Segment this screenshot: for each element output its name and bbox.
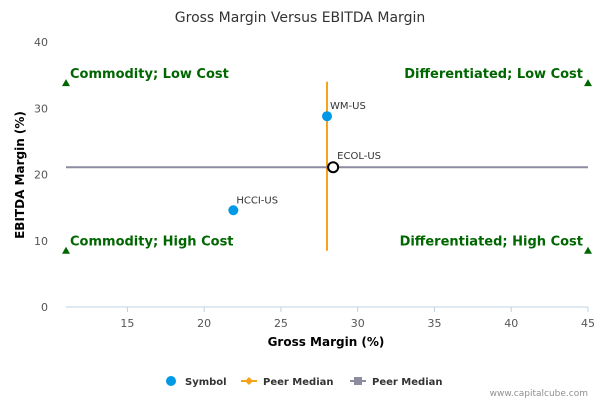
quadrant-label: Commodity; Low Cost — [70, 67, 229, 82]
y-tick-label: 0 — [41, 301, 48, 314]
legend-label: Symbol — [185, 377, 227, 388]
point-label: WM-US — [330, 101, 366, 112]
quadrant-label: Differentiated; High Cost — [400, 235, 583, 250]
x-tick-label: 40 — [504, 317, 518, 330]
quadrant-labels: Commodity; Low Cost Differentiated; Low C… — [62, 67, 592, 254]
median-lines — [66, 81, 588, 251]
quadrant-triangle-marker — [584, 79, 592, 87]
axes: 15 20 25 30 35 40 45 0 10 20 30 40 — [34, 36, 595, 330]
y-tick-label: 40 — [34, 36, 48, 49]
x-tick-label: 15 — [120, 317, 134, 330]
x-tick-label: 20 — [197, 317, 211, 330]
quadrant-triangle-marker — [62, 79, 70, 87]
y-ticks: 0 10 20 30 40 — [34, 36, 48, 314]
y-axis-title: EBITDA Margin (%) — [13, 111, 27, 239]
y-tick-label: 20 — [34, 169, 48, 182]
x-tick-label: 25 — [274, 317, 288, 330]
quadrant-label: Differentiated; Low Cost — [404, 67, 583, 82]
legend-label: Peer Median — [372, 377, 443, 388]
x-tick-label: 30 — [351, 317, 365, 330]
legend-square-marker — [354, 377, 362, 385]
highlight-point[interactable] — [327, 161, 340, 174]
quadrant-label: Commodity; High Cost — [70, 235, 234, 250]
legend-diamond-marker — [245, 377, 253, 385]
symbol-point[interactable] — [228, 205, 239, 216]
legend-item[interactable]: Peer Median — [241, 377, 334, 388]
quadrant-triangle-marker — [584, 246, 592, 254]
x-tick-label: 45 — [581, 317, 595, 330]
legend-circle-marker — [166, 376, 176, 386]
quadrant-triangle-marker — [62, 246, 70, 254]
credit-text: www.capitalcube.com — [490, 389, 588, 399]
legend-item[interactable]: Symbol — [166, 376, 227, 388]
legend-label: Peer Median — [263, 377, 334, 388]
y-tick-label: 10 — [34, 235, 48, 248]
legend: Symbol Peer Median Peer Median — [166, 376, 443, 388]
chart-title: Gross Margin Versus EBITDA Margin — [175, 10, 425, 26]
data-points: WM-US HCCI-US ECOL-US — [228, 101, 381, 216]
symbol-point[interactable] — [322, 111, 332, 122]
point-label: HCCI-US — [236, 195, 278, 206]
highlight-label: ECOL-US — [337, 151, 381, 162]
x-axis-title: Gross Margin (%) — [268, 335, 385, 349]
legend-item[interactable]: Peer Median — [350, 377, 443, 388]
y-tick-label: 30 — [34, 102, 48, 115]
x-ticks: 15 20 25 30 35 40 45 — [120, 307, 595, 330]
x-tick-label: 35 — [427, 317, 441, 330]
